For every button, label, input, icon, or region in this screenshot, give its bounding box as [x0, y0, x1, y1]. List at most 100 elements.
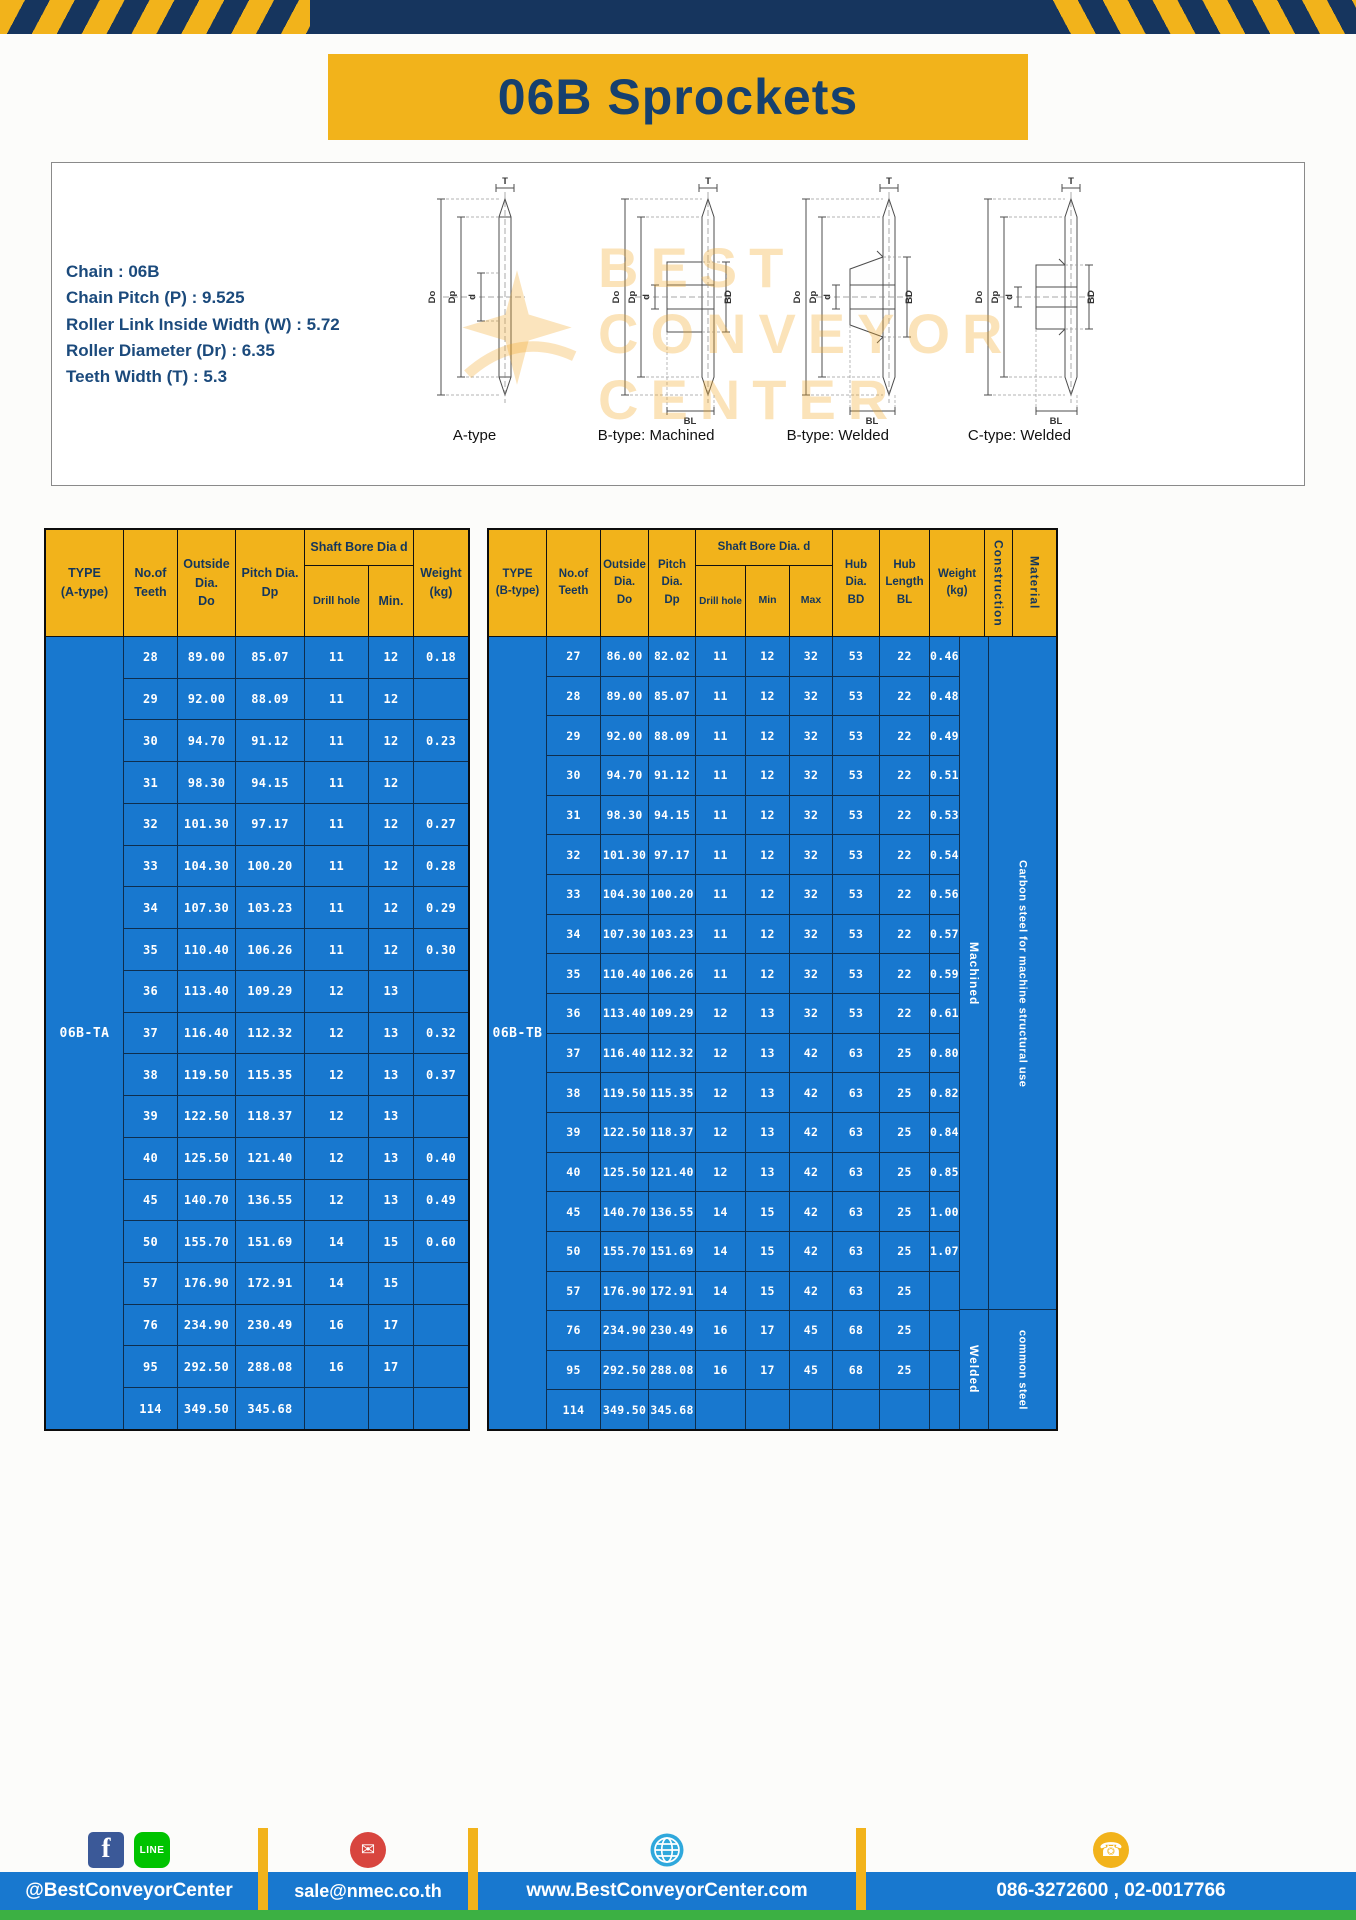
cell-hub-length: 25	[879, 1192, 929, 1231]
a-type-drawing-icon: T Do Dp d	[427, 176, 525, 403]
cell-outside-dia: 155.70	[177, 1221, 235, 1263]
table-a-header: TYPE (A-type) No.of Teeth Outside Dia. D…	[46, 530, 468, 636]
cell-min: 15	[368, 1263, 413, 1304]
diagram-b-type-machined: T Do Dp d BD BL B-type: Machined	[574, 175, 739, 467]
cell-pitch-dia: 136.55	[648, 1192, 695, 1231]
cell-outside-dia: 349.50	[177, 1388, 235, 1429]
cell-hub-length: 25	[879, 1112, 929, 1152]
chain-specs: Chain : 06B Chain Pitch (P) : 9.525 Roll…	[66, 259, 340, 391]
svg-text:Do: Do	[427, 290, 438, 303]
col-header-bore-group: Shaft Bore Dia d	[304, 530, 413, 566]
cell-weight: 0.49	[413, 1179, 468, 1221]
cell-drill-hole: 11	[695, 914, 745, 954]
cell-hub-length: 22	[879, 716, 929, 755]
cell-outside-dia: 176.90	[600, 1271, 648, 1311]
cell-pitch-dia: 100.20	[235, 845, 304, 887]
cell-outside-dia: 92.00	[600, 716, 648, 755]
col-header-pitch-dia: Pitch Dia. Dp	[648, 530, 695, 636]
svg-text:Dp: Dp	[627, 290, 638, 303]
table-row: 40 125.50 121.40 12 13 0.40	[123, 1137, 468, 1180]
col-header-bore-group: Shaft Bore Dia. d	[695, 530, 832, 566]
cell-pitch-dia: 121.40	[235, 1137, 304, 1179]
cell-max: 32	[789, 954, 832, 993]
cell-pitch-dia: 106.26	[648, 954, 695, 993]
cell-hub-length: 25	[879, 1350, 929, 1390]
cell-min: 12	[368, 803, 413, 845]
cell-hub-length: 22	[879, 676, 929, 716]
cell-drill-hole: 11	[695, 954, 745, 993]
cell-weight	[413, 678, 468, 720]
cell-drill-hole: 11	[695, 874, 745, 914]
col-header-pitch-dia: Pitch Dia. Dp	[235, 530, 304, 636]
cell-teeth: 95	[546, 1350, 600, 1390]
cell-pitch-dia: 85.07	[235, 637, 304, 678]
cell-weight: 0.59	[929, 954, 959, 993]
cell-hub-length: 22	[879, 954, 929, 993]
col-header-hub-dia: Hub Dia. BD	[832, 530, 879, 636]
cell-outside-dia: 125.50	[177, 1137, 235, 1179]
cell-pitch-dia: 136.55	[235, 1179, 304, 1221]
cell-min: 12	[745, 835, 789, 874]
cell-drill-hole: 11	[695, 637, 745, 676]
mail-icon: ✉	[350, 1832, 386, 1868]
cell-outside-dia: 292.50	[600, 1350, 648, 1390]
cell-min: 15	[368, 1221, 413, 1263]
cell-weight: 0.54	[929, 835, 959, 874]
table-row: 57 176.90 172.91 14 15	[123, 1263, 468, 1305]
cell-teeth: 39	[546, 1112, 600, 1152]
diagram-caption: A-type	[452, 427, 497, 444]
svg-text:BD: BD	[904, 290, 915, 304]
cell-drill-hole: 12	[695, 1033, 745, 1073]
cell-weight: 0.60	[413, 1221, 468, 1263]
cell-outside-dia: 125.50	[600, 1152, 648, 1192]
col-header-min: Min.	[368, 566, 413, 636]
cell-teeth: 37	[123, 1012, 177, 1054]
spec-line-pitch: Chain Pitch (P) : 9.525	[66, 288, 245, 308]
footer-website-section: www.BestConveyorCenter.com	[478, 1828, 856, 1910]
table-b-header: TYPE (B-type) No.of Teeth Outside Dia. D…	[489, 530, 1056, 636]
cell-teeth: 30	[546, 755, 600, 795]
cell-drill-hole: 11	[304, 845, 368, 887]
cell-pitch-dia: 230.49	[235, 1304, 304, 1346]
cell-max: 32	[789, 835, 832, 874]
table-row: 76 234.90 230.49 16 17	[123, 1304, 468, 1347]
phone-icon: ☎	[1093, 1832, 1129, 1868]
svg-text:d: d	[467, 294, 478, 300]
cell-drill-hole	[304, 1388, 368, 1429]
cell-drill-hole: 11	[304, 887, 368, 929]
cell-outside-dia: 122.50	[600, 1112, 648, 1152]
cell-hub-dia: 53	[832, 874, 879, 914]
cell-weight: 0.37	[413, 1054, 468, 1096]
cell-weight: 0.18	[413, 637, 468, 678]
cell-pitch-dia: 118.37	[648, 1112, 695, 1152]
svg-text:T: T	[705, 176, 711, 187]
cell-max: 42	[789, 1033, 832, 1073]
cell-weight: 0.56	[929, 874, 959, 914]
cell-pitch-dia: 151.69	[648, 1231, 695, 1271]
cell-drill-hole: 12	[304, 970, 368, 1012]
svg-text:T: T	[886, 176, 892, 187]
cell-min: 17	[368, 1304, 413, 1346]
table-row: 32 101.30 97.17 11 12 0.27	[123, 803, 468, 846]
cell-pitch-dia: 109.29	[648, 993, 695, 1033]
cell-pitch-dia: 82.02	[648, 637, 695, 676]
cell-drill-hole: 12	[304, 1096, 368, 1137]
cell-drill-hole	[695, 1390, 745, 1430]
cell-weight	[413, 1096, 468, 1137]
cell-teeth: 33	[123, 845, 177, 887]
cell-hub-dia: 53	[832, 914, 879, 954]
cell-min: 12	[745, 755, 789, 795]
cell-pitch-dia: 172.91	[235, 1263, 304, 1304]
cell-drill-hole: 14	[695, 1231, 745, 1271]
cell-teeth: 36	[546, 993, 600, 1033]
cell-min: 12	[368, 845, 413, 887]
phone-text: 086-3272600 , 02-0017766	[996, 1880, 1226, 1901]
cell-teeth: 114	[123, 1388, 177, 1429]
cell-pitch-dia: 88.09	[235, 678, 304, 720]
col-header-drill-hole: Drill hole	[304, 566, 368, 636]
footer-separator	[468, 1828, 478, 1910]
cell-outside-dia: 98.30	[600, 795, 648, 835]
table-row: 45 140.70 136.55 12 13 0.49	[123, 1179, 468, 1222]
svg-text:d: d	[822, 294, 833, 300]
cell-teeth: 76	[123, 1304, 177, 1346]
